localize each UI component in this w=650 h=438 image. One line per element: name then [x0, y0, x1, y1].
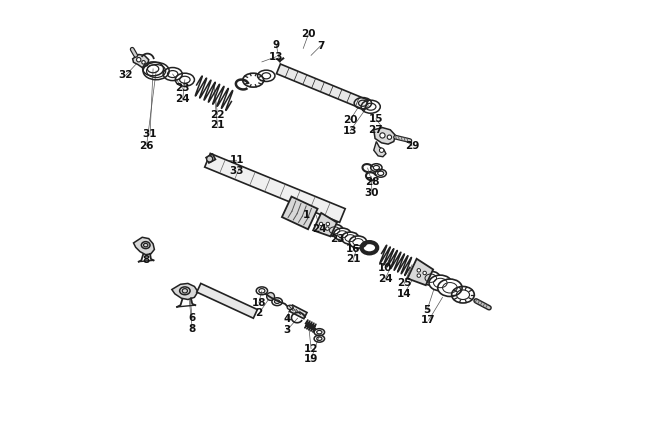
Text: 11: 11 — [229, 155, 244, 165]
Text: 6: 6 — [188, 313, 196, 323]
Text: 21: 21 — [210, 120, 225, 131]
Polygon shape — [133, 54, 149, 67]
Circle shape — [423, 271, 426, 275]
Ellipse shape — [421, 271, 440, 285]
Ellipse shape — [326, 224, 343, 237]
Polygon shape — [206, 154, 215, 163]
Polygon shape — [374, 141, 386, 157]
Text: 31: 31 — [143, 129, 157, 139]
Text: 28: 28 — [365, 177, 379, 187]
Text: 27: 27 — [369, 125, 383, 135]
Text: 21: 21 — [346, 254, 361, 265]
Text: 18: 18 — [252, 297, 266, 307]
Circle shape — [207, 156, 213, 162]
Circle shape — [326, 222, 330, 226]
Text: 9: 9 — [273, 40, 280, 50]
Circle shape — [387, 135, 391, 139]
Text: 25: 25 — [397, 279, 411, 288]
Circle shape — [326, 227, 329, 230]
Ellipse shape — [287, 305, 293, 310]
Text: 13: 13 — [269, 52, 283, 62]
Circle shape — [380, 148, 383, 152]
Ellipse shape — [437, 279, 462, 297]
Text: 33: 33 — [229, 166, 244, 176]
Circle shape — [380, 133, 385, 138]
Text: 5: 5 — [424, 304, 431, 314]
Text: 20: 20 — [301, 29, 316, 39]
Text: 20: 20 — [343, 115, 358, 125]
Text: 8: 8 — [188, 324, 196, 334]
Circle shape — [142, 60, 145, 64]
Circle shape — [136, 57, 141, 62]
Ellipse shape — [349, 236, 367, 248]
Text: 15: 15 — [369, 114, 383, 124]
Text: 29: 29 — [405, 141, 419, 151]
Text: 26: 26 — [139, 141, 154, 151]
Text: 32: 32 — [118, 71, 133, 81]
Circle shape — [417, 274, 421, 277]
Circle shape — [266, 293, 274, 300]
Text: 2: 2 — [255, 308, 263, 318]
Text: 24: 24 — [378, 274, 393, 284]
Polygon shape — [374, 127, 395, 144]
Text: 19: 19 — [304, 354, 318, 364]
Text: 22: 22 — [210, 110, 225, 120]
Text: 12: 12 — [304, 344, 318, 354]
Polygon shape — [276, 64, 369, 110]
Polygon shape — [205, 153, 345, 223]
Polygon shape — [289, 305, 307, 319]
Ellipse shape — [429, 275, 452, 291]
Polygon shape — [172, 283, 198, 300]
Text: 10: 10 — [378, 263, 393, 273]
Polygon shape — [408, 259, 433, 285]
Text: 23: 23 — [330, 233, 344, 244]
Text: 1: 1 — [303, 210, 310, 219]
Polygon shape — [197, 283, 257, 318]
Text: 24: 24 — [176, 94, 190, 104]
Text: 17: 17 — [421, 315, 436, 325]
Text: 23: 23 — [176, 83, 190, 93]
Text: 8: 8 — [142, 255, 150, 265]
Text: 30: 30 — [365, 188, 379, 198]
Text: 13: 13 — [343, 126, 358, 136]
Ellipse shape — [333, 228, 351, 240]
Text: 24: 24 — [313, 223, 327, 233]
Polygon shape — [282, 197, 318, 229]
Ellipse shape — [341, 232, 359, 244]
Text: 16: 16 — [346, 244, 361, 254]
Text: 14: 14 — [397, 289, 411, 299]
Polygon shape — [313, 213, 337, 237]
Text: 7: 7 — [317, 41, 324, 51]
Text: 4: 4 — [283, 314, 291, 324]
Circle shape — [417, 268, 421, 272]
Circle shape — [319, 222, 323, 226]
Text: 3: 3 — [283, 325, 291, 335]
Polygon shape — [133, 237, 155, 254]
